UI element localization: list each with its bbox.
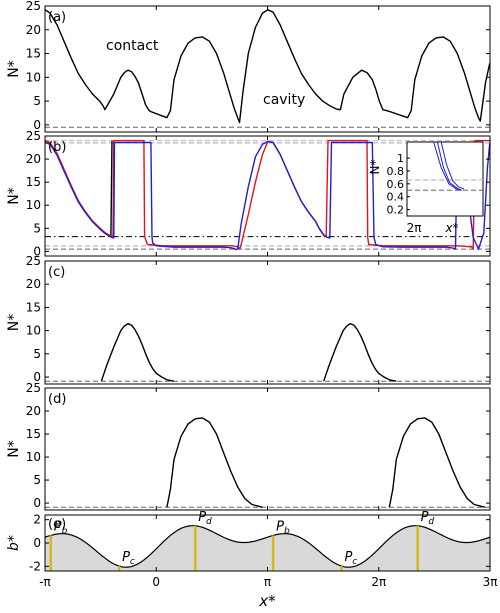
inset-y-tick-label: 0.4: [387, 191, 405, 204]
inset-x-label: x*: [444, 221, 458, 235]
y-tick-label: 15: [26, 427, 41, 441]
series-line-blue: [45, 140, 490, 251]
inset-y-tick-label: 0.2: [387, 204, 405, 217]
marker-label: Pc: [122, 550, 135, 567]
panel-label: (d): [48, 392, 66, 407]
y-tick-label: 15: [26, 175, 41, 189]
inset-y-tick-label: 0.6: [387, 178, 405, 191]
inset-curve: [440, 141, 465, 190]
inset-y-tick-label: 1: [397, 152, 404, 165]
x-tick-label: π: [264, 575, 271, 589]
y-tick-label: 20: [26, 277, 41, 291]
panel-c: 0 5 10 15 20 25 (c) N*: [6, 254, 491, 385]
y-tick-label: -2: [29, 559, 41, 573]
axes-frame: [44, 387, 491, 511]
inset-frame: [406, 141, 484, 217]
y-tick-label: 0: [33, 118, 41, 132]
y-tick-label: 2: [33, 513, 41, 527]
inset-curve: [433, 141, 462, 191]
y-tick-label: 0: [33, 370, 41, 384]
y-tick-label: 25: [26, 381, 41, 395]
bed-area: [45, 525, 490, 571]
marker-subscript: c: [352, 557, 357, 567]
marker-label: Pd: [198, 510, 212, 527]
y-tick-label: 25: [26, 129, 41, 143]
y-tick-label: 20: [26, 23, 41, 37]
y-axis-label: N*: [6, 440, 22, 457]
panel-d: 0 5 10 15 20 25 (d) N*: [6, 381, 491, 511]
axes-frame: [44, 260, 491, 385]
marker-subscript: c: [130, 557, 135, 567]
y-tick-label: 10: [26, 450, 41, 464]
x-tick-label: 2π: [371, 575, 386, 589]
y-tick-label: 0: [33, 536, 41, 550]
x-tick-label: 3π: [483, 575, 498, 589]
y-tick-label: 25: [26, 0, 41, 13]
y-tick-label: 5: [33, 347, 41, 361]
marker-subscript: b: [62, 526, 68, 536]
panel-label: (b): [48, 140, 66, 155]
inset-y-tick-label: 0.8: [387, 165, 405, 178]
y-axis-label: b*: [6, 535, 22, 551]
inset-curve: [436, 141, 462, 191]
series-line-black: [100, 323, 175, 382]
y-tick-label: 5: [33, 473, 41, 487]
plot-area: [45, 417, 490, 508]
series-line-black: [45, 9, 490, 124]
y-axis-label: N*: [6, 60, 22, 77]
plot-area: [45, 525, 490, 571]
x-tick-label: 0: [152, 575, 160, 589]
marker-subscript: b: [284, 526, 290, 536]
y-tick-label: 25: [26, 254, 41, 268]
x-axis-label: x*: [258, 592, 276, 610]
y-axis-label: N*: [6, 187, 22, 204]
marker-subscript: d: [206, 517, 212, 527]
panel-label: (c): [48, 265, 65, 280]
y-tick-label: 0: [33, 244, 41, 258]
y-tick-label: 10: [26, 324, 41, 338]
y-tick-label: 0: [33, 496, 41, 510]
y-axis-label: N*: [6, 314, 22, 331]
y-tick-label: 10: [26, 198, 41, 212]
y-tick-label: 15: [26, 47, 41, 61]
series-line-black: [388, 417, 486, 508]
marker-label: Pb: [276, 519, 290, 536]
x-tick-label: -π: [39, 575, 51, 589]
panel-b: 0 5 10 15 20 25 (b) N* 0.20.40.60.81 N* 2π x*: [6, 129, 491, 258]
axes-frame: [44, 5, 491, 133]
marker-label: Pc: [344, 550, 357, 567]
marker-label: Pd: [421, 510, 435, 527]
y-tick-label: 5: [33, 221, 41, 235]
y-tick-label: 5: [33, 94, 41, 108]
inset-y-label: N*: [368, 160, 382, 175]
panel-a: 0 5 10 15 20 25 (a) N* contact cavity: [6, 0, 491, 133]
series-line-black: [166, 417, 263, 508]
panel-label: (e): [48, 517, 66, 532]
annotation-contact: contact: [106, 38, 159, 54]
series-line-black: [323, 323, 397, 382]
series-line-black: [45, 139, 113, 238]
y-tick-label: 20: [26, 152, 41, 166]
y-tick-label: 15: [26, 300, 41, 314]
annotation-cavity: cavity: [263, 92, 305, 108]
plot-area: [45, 9, 490, 128]
inset-x-tick-label: 2π: [407, 221, 422, 235]
plot-area: [45, 323, 490, 382]
panel-label: (a): [48, 10, 66, 25]
y-tick-label: 10: [26, 70, 41, 84]
y-tick-label: 20: [26, 404, 41, 418]
marker-subscript: d: [428, 517, 434, 527]
